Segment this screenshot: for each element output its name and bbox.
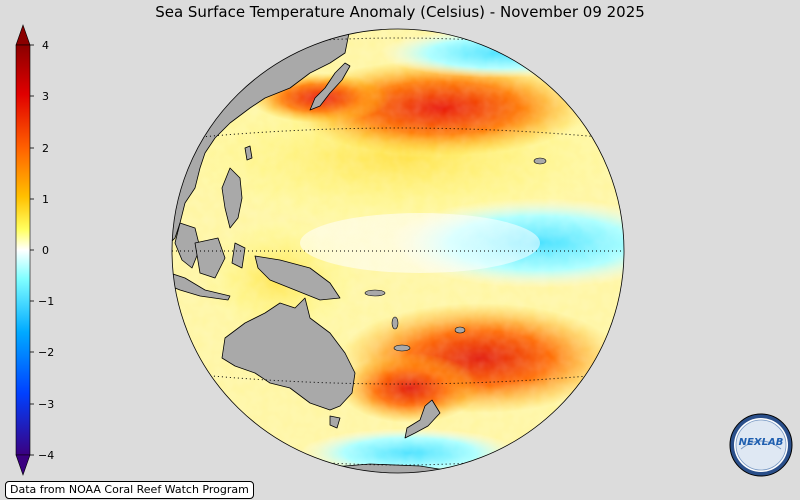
taiwan-island: [244, 145, 253, 161]
tasmania-island: [329, 415, 341, 429]
new-guinea-island: [254, 255, 341, 301]
japan-islands: [309, 62, 351, 111]
globe-outline: [171, 28, 625, 474]
colorbar-tick-label: −3: [38, 398, 55, 411]
data-attribution: Data from NOAA Coral Reef Watch Program: [5, 481, 254, 499]
borneo-island: [194, 237, 226, 279]
colorbar-tick-label: 0: [42, 244, 49, 257]
colorbar-tick-label: −4: [38, 449, 55, 462]
globe-map: [170, 28, 630, 474]
philippines-islands: [221, 167, 243, 229]
colorbar: [15, 24, 34, 476]
colorbar-gradient: [15, 44, 31, 456]
colorbar-max-extend-arrow: [15, 24, 31, 46]
latitude-line-23s: [189, 373, 611, 385]
australia-landmass: [221, 297, 356, 411]
latitude-line-23n: [189, 127, 611, 139]
colorbar-tick-label: 2: [42, 142, 49, 155]
colorbar-tick-label: 4: [42, 39, 49, 52]
colorbar-tick-label: 3: [42, 90, 49, 103]
solomon-islands: [364, 289, 386, 297]
new-zealand-islands: [404, 399, 441, 439]
colorbar-tick-label: 1: [42, 193, 49, 206]
colorbar-min-extend-arrow: [15, 454, 31, 476]
colorbar-tick-label: −1: [38, 295, 55, 308]
colorbar-tick-label: −2: [38, 346, 55, 359]
hawaii-islands: [533, 157, 547, 165]
nexlab-logo: NEXLAB: [729, 413, 793, 477]
logo-text: NEXLAB: [739, 437, 784, 448]
indochina-peninsula: [174, 222, 201, 269]
fiji-islands: [454, 326, 466, 334]
map-title: Sea Surface Temperature Anomaly (Celsius…: [155, 3, 645, 21]
alaska-edge: [469, 29, 501, 37]
vanuatu-islands: [391, 316, 399, 330]
new-caledonia-island: [393, 344, 411, 352]
sulawesi-island: [231, 242, 246, 269]
